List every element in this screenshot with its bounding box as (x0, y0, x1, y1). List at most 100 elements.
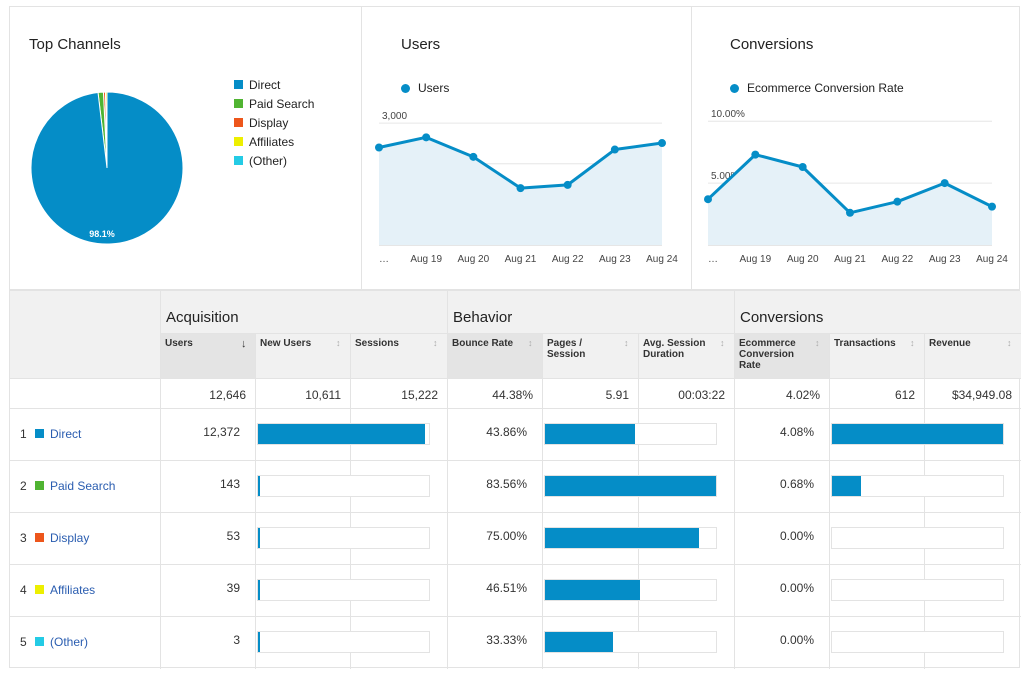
metric-value: 33.33% (486, 633, 527, 647)
sorted-column-bg (160, 333, 255, 378)
data-point[interactable] (893, 197, 902, 206)
percentage-bar (257, 579, 430, 601)
data-point[interactable] (751, 150, 760, 159)
legend-item[interactable]: Display (234, 113, 314, 132)
channel-color-swatch (35, 481, 44, 490)
x-tick-label: Aug 24 (646, 254, 678, 265)
data-point[interactable] (516, 184, 525, 193)
channel-link[interactable]: (Other) (50, 635, 89, 649)
pie-slice-label: 98.1% (89, 229, 115, 239)
total-value: $34,949.08 (951, 388, 1012, 402)
data-point[interactable] (846, 208, 854, 217)
sort-icon[interactable]: ↕ (815, 338, 820, 348)
column-header-sessions[interactable]: Sessions (355, 338, 399, 349)
pie-slice-direct[interactable] (30, 91, 184, 245)
column-header-transactions[interactable]: Transactions (834, 338, 896, 349)
legend-item[interactable]: Affiliates (234, 132, 314, 151)
data-point[interactable] (658, 139, 666, 148)
metric-value: 0.00% (779, 633, 814, 647)
row-divider (10, 460, 1021, 461)
data-point[interactable] (563, 180, 572, 189)
metric-value: 0.68% (779, 477, 814, 491)
sort-icon[interactable]: ↕ (1007, 338, 1012, 348)
metric-value: 46.51% (486, 581, 527, 595)
y-tick-label: 10.00% (711, 109, 745, 120)
data-point[interactable] (704, 195, 712, 204)
percentage-bar-fill (258, 528, 261, 548)
metric-value: 0.00% (779, 581, 814, 595)
conversions-line-chart[interactable]: 5.00% 10.00% … Aug 19 Aug 20 Aug 21 Aug 22 Aug … (692, 107, 1021, 277)
legend-item[interactable]: Direct (234, 75, 314, 94)
column-header-bounce-rate[interactable]: Bounce Rate (452, 338, 514, 349)
x-tick-label: … (379, 254, 389, 265)
channel-link[interactable]: Display (50, 531, 90, 545)
percentage-bar (544, 475, 717, 497)
legend-label: Display (249, 115, 289, 130)
channel-link[interactable]: Affiliates (50, 583, 96, 597)
sort-desc-icon[interactable]: ↓ (241, 338, 247, 350)
percentage-bar (544, 423, 717, 445)
column-header-revenue[interactable]: Revenue (929, 338, 971, 349)
data-point[interactable] (988, 202, 996, 211)
row-divider (10, 408, 1021, 409)
percentage-bar (257, 631, 430, 653)
percentage-bar-fill (545, 424, 635, 444)
column-header-avg-session-duration[interactable]: Avg. Session Duration (643, 338, 706, 360)
data-point[interactable] (798, 163, 807, 171)
data-point[interactable] (375, 143, 383, 152)
channel-color-swatch (35, 533, 44, 542)
percentage-bar (257, 475, 430, 497)
sort-icon[interactable]: ↕ (528, 338, 533, 348)
x-tick-label: Aug 22 (552, 254, 584, 265)
top-channels-pie-chart[interactable]: 98.1% (22, 83, 192, 253)
column-header-new-users[interactable]: New Users (260, 338, 312, 349)
top-channels-panel: Top Channels 98.1% Direct Paid Search Disp… (9, 6, 362, 290)
column-divider (734, 333, 735, 669)
data-point[interactable] (610, 145, 619, 154)
legend-swatch (234, 137, 243, 146)
data-point[interactable] (940, 179, 949, 188)
metric-value: 75.00% (486, 529, 527, 543)
channel-link[interactable]: Paid Search (50, 479, 116, 493)
x-tick-label: Aug 24 (976, 254, 1008, 265)
row-divider (10, 616, 1021, 617)
percentage-bar-fill (545, 528, 699, 548)
sort-icon[interactable]: ↕ (433, 338, 438, 348)
percentage-bar-fill (545, 580, 641, 600)
percentage-bar (831, 527, 1004, 549)
metric-value: 0.00% (779, 529, 814, 543)
metric-value: 83.56% (486, 477, 527, 491)
percentage-bar (544, 631, 717, 653)
sort-icon[interactable]: ↕ (624, 338, 629, 348)
conversions-legend-label: Ecommerce Conversion Rate (747, 81, 904, 95)
legend-label: Direct (249, 77, 281, 92)
column-header-ecommerce-conversion-rate[interactable]: Ecommerce Conversion Rate (739, 338, 796, 371)
sort-icon[interactable]: ↕ (336, 338, 341, 348)
legend-item[interactable]: Paid Search (234, 94, 314, 113)
percentage-bar-fill (258, 476, 261, 496)
column-header-pages-session[interactable]: Pages / Session (547, 338, 586, 360)
legend-label: (Other) (249, 153, 288, 168)
x-tick-label: Aug 23 (929, 254, 961, 265)
x-tick-label: Aug 19 (739, 254, 771, 265)
top-channels-title: Top Channels (29, 36, 121, 53)
users-legend: Users (401, 81, 449, 95)
sorted-column-bg (447, 333, 542, 378)
column-divider (447, 333, 448, 669)
sort-icon[interactable]: ↕ (720, 338, 725, 348)
data-point[interactable] (422, 133, 431, 142)
legend-item[interactable]: (Other) (234, 151, 314, 170)
y-tick-label: 5.00% (711, 171, 739, 182)
metric-value: 3 (233, 633, 240, 647)
channel-link[interactable]: Direct (50, 427, 82, 441)
percentage-bar-fill (258, 580, 261, 600)
users-title: Users (401, 36, 441, 53)
data-point[interactable] (469, 152, 478, 161)
column-divider (542, 333, 543, 669)
percentage-bar (831, 579, 1004, 601)
row-number: 4 (20, 583, 27, 597)
top-channels-legend: Direct Paid Search Display Affiliates (Other… (234, 75, 314, 170)
sort-icon[interactable]: ↕ (910, 338, 915, 348)
column-header-users[interactable]: Users (165, 338, 193, 349)
